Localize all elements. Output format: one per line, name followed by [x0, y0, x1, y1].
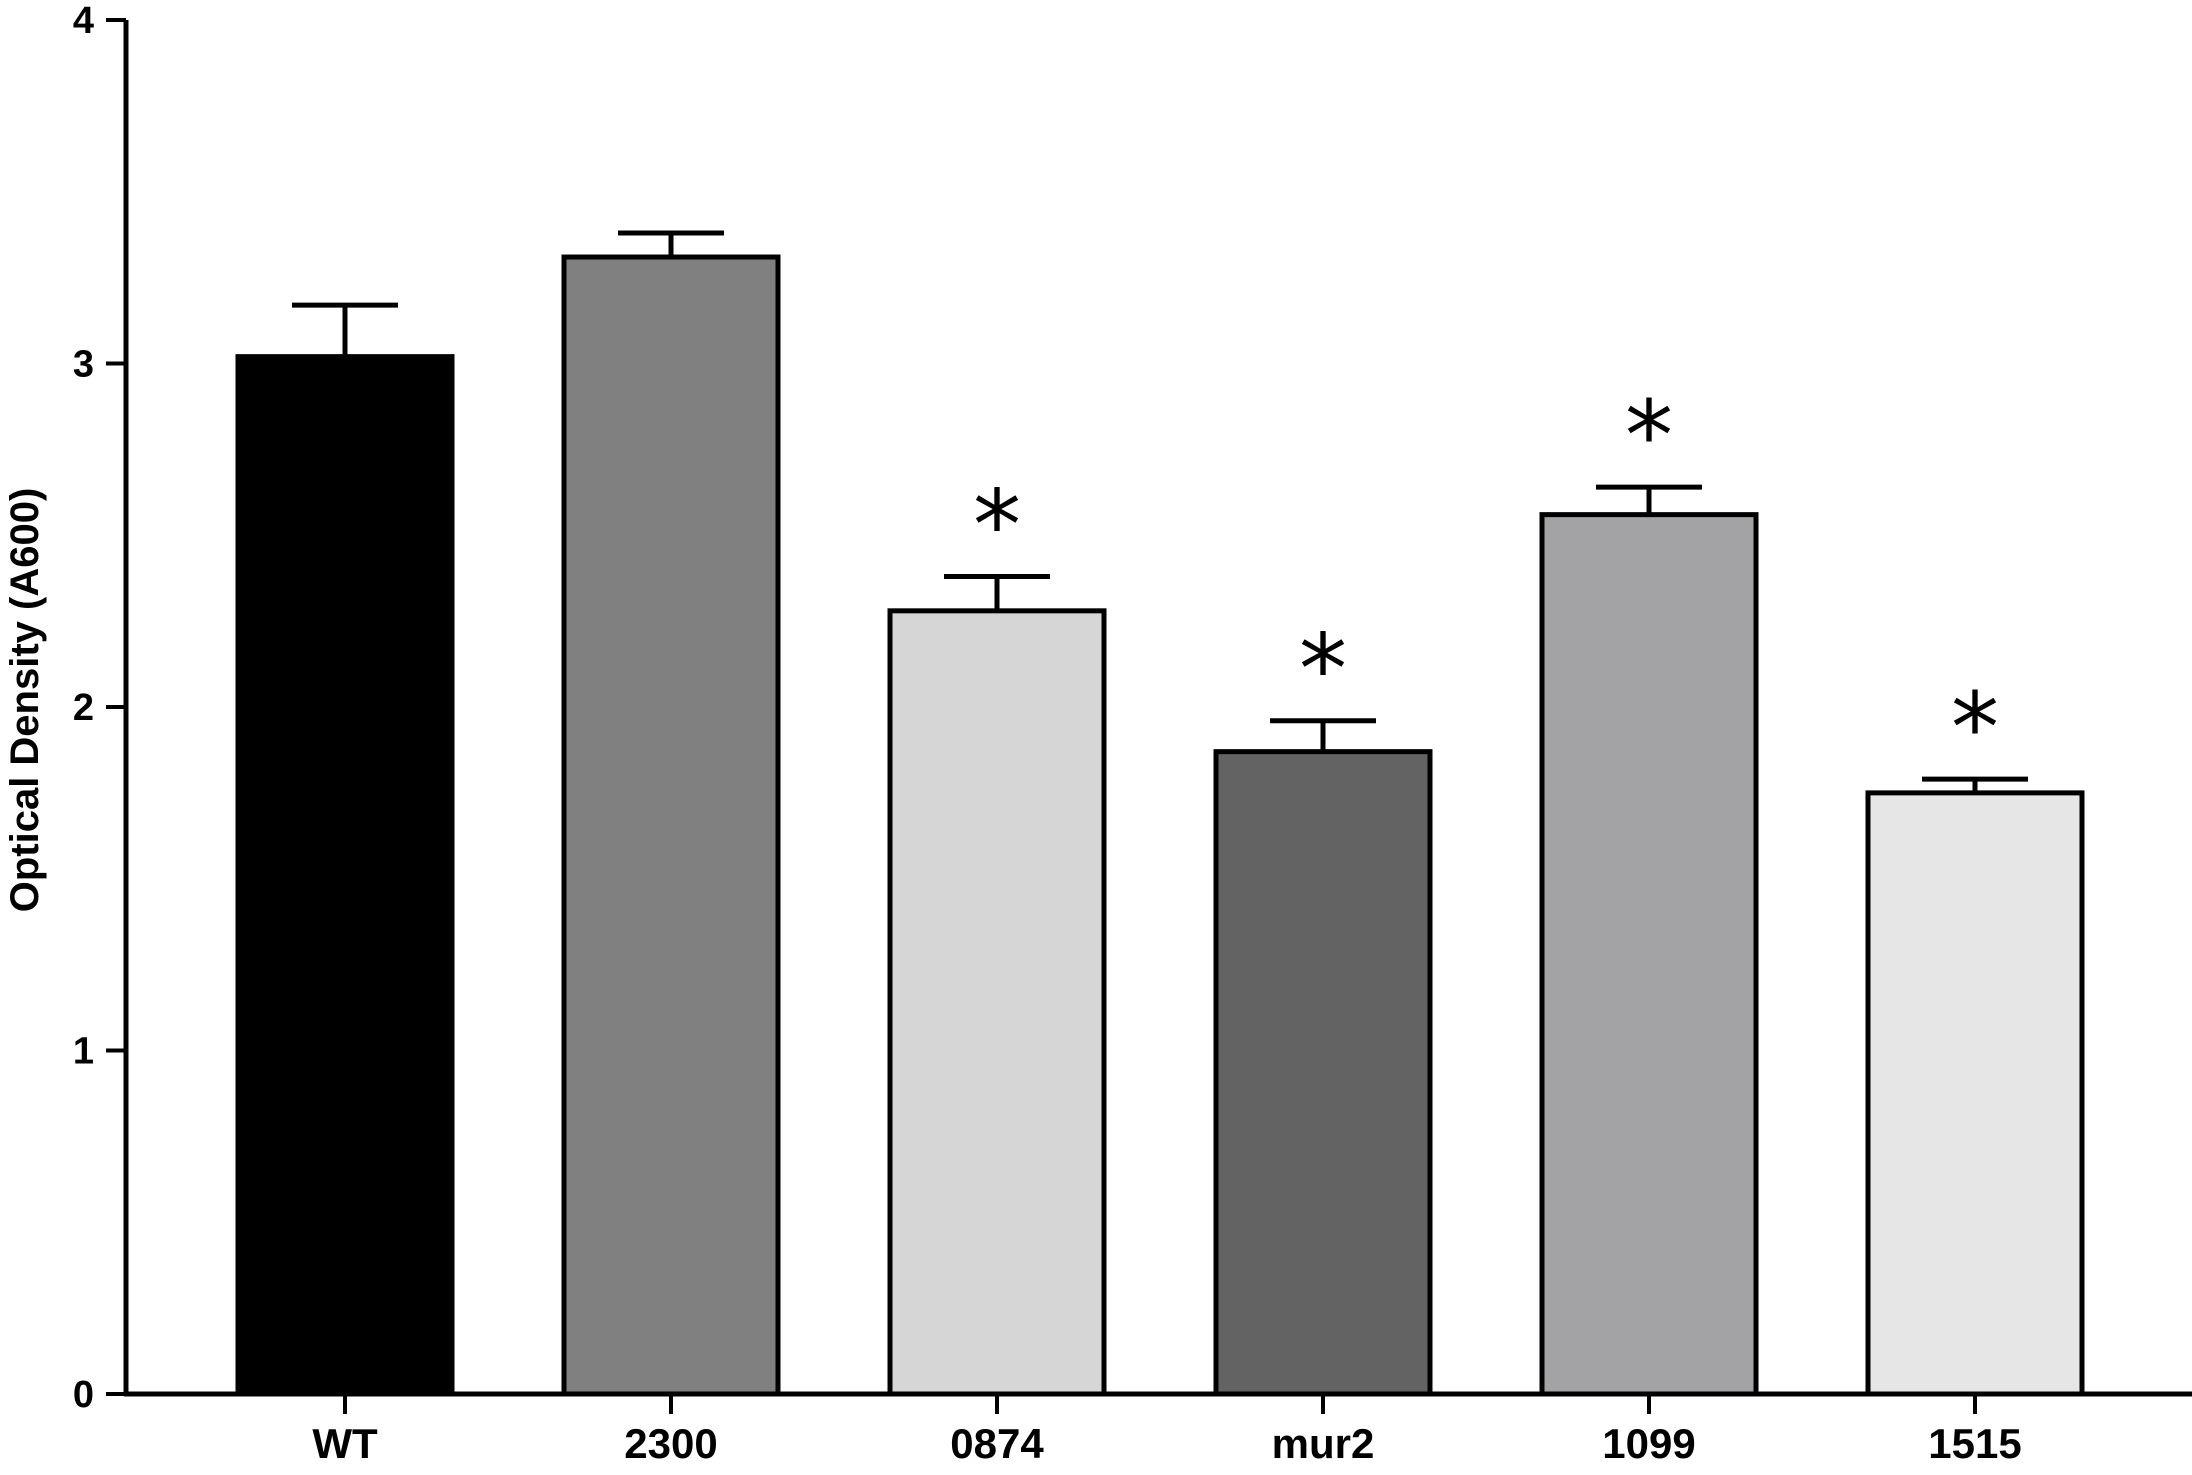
bar-1515 [1865, 790, 2085, 1397]
y-tick-label-3: 3 [73, 344, 94, 386]
y-tick-label-4: 4 [73, 0, 94, 42]
error-bars-group [292, 230, 2028, 793]
bar-mur2 [1213, 749, 1433, 1397]
labels-group: WT 2300 0874 mur2 1099 1515 0 1 2 3 4 [73, 0, 2022, 1467]
significance-marker-1515: * [1951, 672, 1999, 784]
x-tick-label-1099: 1099 [1602, 1420, 1695, 1467]
bars-group [235, 254, 2085, 1397]
bar-0874 [887, 608, 1107, 1397]
significance-marker-0874: * [973, 469, 1021, 581]
y-axis-title: Optical Density (A600) [3, 488, 47, 913]
significance-marker-1099: * [1625, 380, 1673, 492]
significance-marker-mur2: * [1299, 614, 1347, 726]
y-tick-label-2: 2 [73, 687, 94, 729]
x-tick-label-2300: 2300 [624, 1420, 717, 1467]
y-tick-label-0: 0 [73, 1374, 94, 1416]
bar-2300 [561, 254, 781, 1397]
x-tick-label-mur2: mur2 [1272, 1420, 1375, 1467]
x-tick-label-1515: 1515 [1928, 1420, 2021, 1467]
bar-wt [235, 354, 455, 1397]
x-tick-label-0874: 0874 [950, 1420, 1044, 1467]
bar-1099 [1539, 512, 1759, 1397]
y-tick-label-1: 1 [73, 1031, 94, 1073]
significance-markers-group: * * * * [973, 380, 1999, 784]
axes-group [106, 18, 2192, 1414]
x-tick-label-wt: WT [312, 1420, 378, 1467]
